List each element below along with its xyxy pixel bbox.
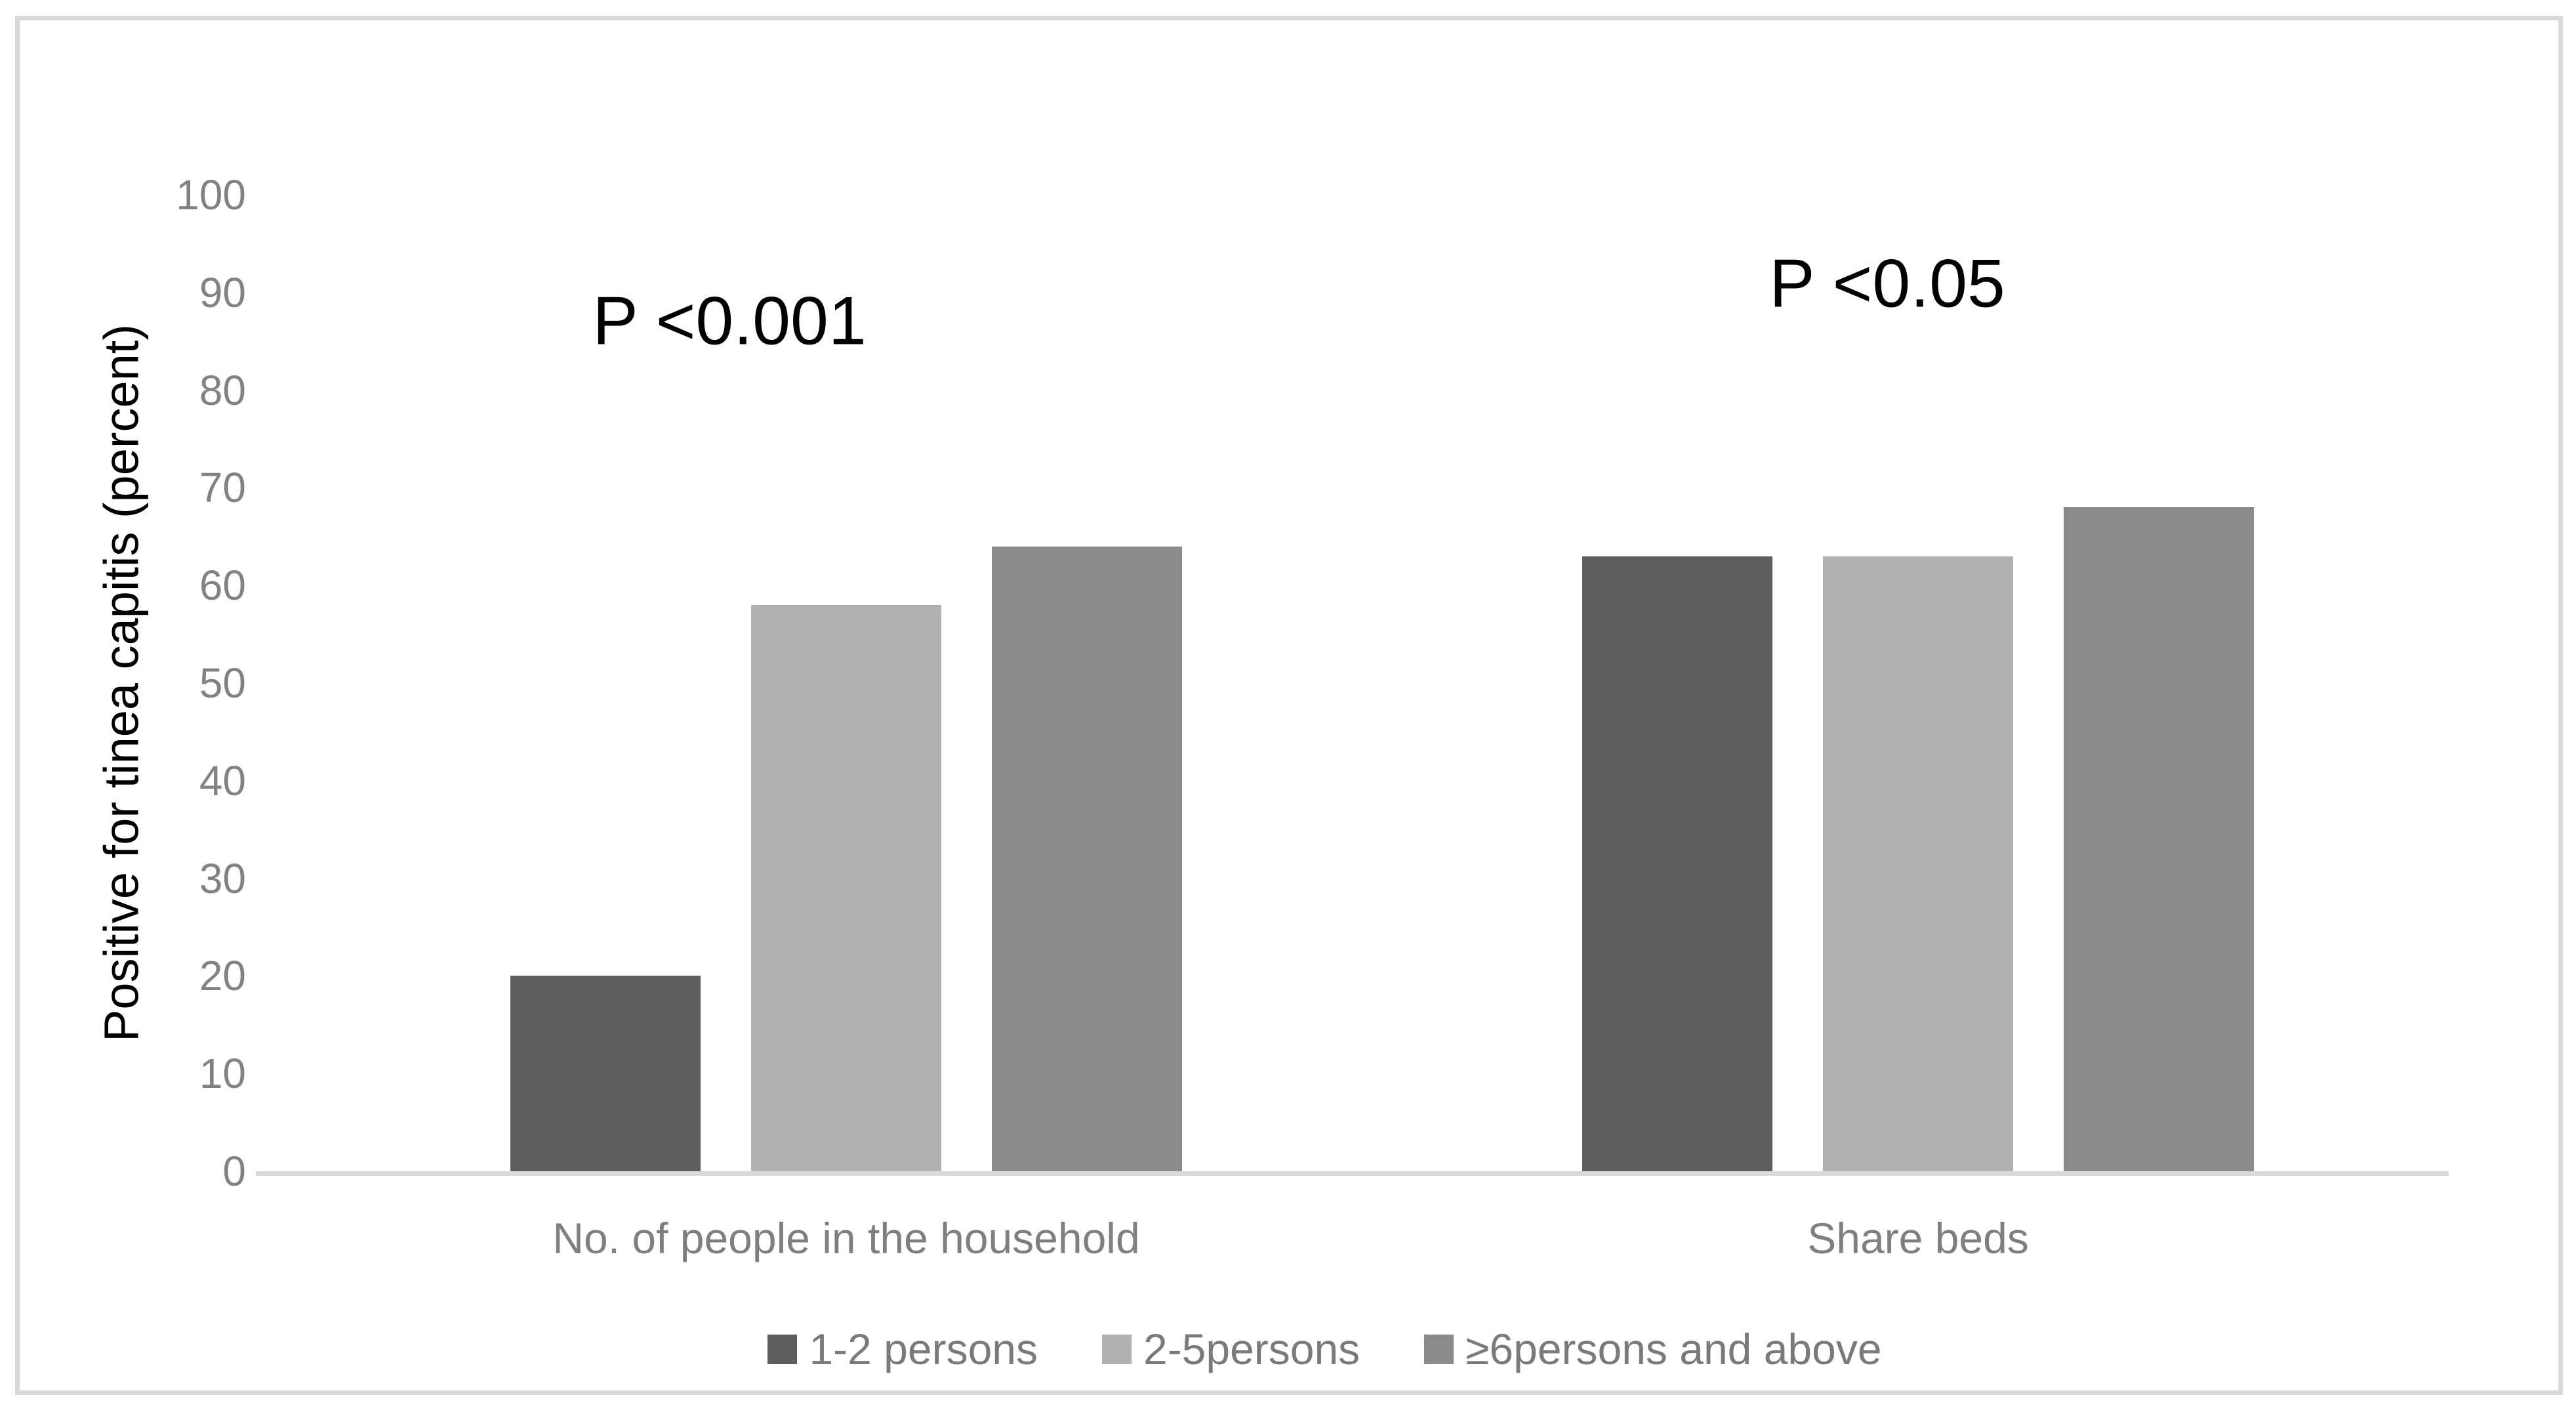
y-tick-label: 40	[199, 757, 246, 804]
legend-swatch-icon	[1424, 1334, 1454, 1364]
legend-label: 2-5persons	[1143, 1325, 1360, 1373]
legend-item: 2-5persons	[1101, 1324, 1360, 1374]
x-axis-line	[256, 1171, 2449, 1176]
p-value-annotation: P <0.05	[1769, 245, 2005, 322]
legend-label: ≥6persons and above	[1465, 1325, 1882, 1373]
bar	[1823, 556, 2013, 1171]
legend-label: 1-2 persons	[809, 1325, 1038, 1373]
category-label: No. of people in the household	[552, 1214, 1140, 1262]
bar	[751, 604, 941, 1171]
y-tick-label: 30	[199, 854, 246, 902]
figure-border	[15, 16, 2563, 1395]
legend-swatch-icon	[1101, 1334, 1132, 1364]
category-label: Share beds	[1807, 1214, 2029, 1262]
y-tick-label: 80	[199, 366, 246, 414]
y-tick-label: 100	[176, 171, 246, 218]
y-tick-label: 0	[222, 1148, 246, 1195]
legend-swatch-icon	[767, 1334, 798, 1364]
y-tick-label: 60	[199, 562, 246, 610]
bar	[510, 976, 701, 1171]
legend-item: 1-2 persons	[767, 1324, 1038, 1374]
y-tick-label: 50	[199, 659, 246, 707]
y-tick-label: 10	[199, 1050, 246, 1098]
bar	[2064, 507, 2254, 1171]
bar	[992, 546, 1182, 1171]
y-tick-label: 90	[199, 268, 246, 316]
y-tick-label: 20	[199, 952, 246, 1000]
y-tick-label: 70	[199, 464, 246, 512]
p-value-annotation: P <0.001	[592, 283, 867, 360]
legend-item: ≥6persons and above	[1424, 1324, 1882, 1374]
bar	[1582, 556, 1772, 1171]
legend: 1-2 persons 2-5persons ≥6persons and above	[73, 1324, 2576, 1374]
